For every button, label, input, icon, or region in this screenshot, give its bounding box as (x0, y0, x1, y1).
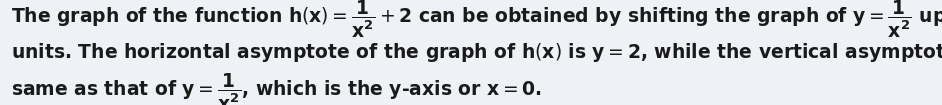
Text: same as that of $\mathbf{y} = \dfrac{\mathbf{1}}{\mathbf{x^2}}$, which is the y-: same as that of $\mathbf{y} = \dfrac{\ma… (11, 72, 542, 105)
Text: units. The horizontal asymptote of the graph of $\mathbf{h}(\mathbf{x})$ is $\ma: units. The horizontal asymptote of the g… (11, 41, 942, 64)
Text: The graph of the function $\mathbf{h}(\mathbf{x}) = \dfrac{\mathbf{1}}{\mathbf{x: The graph of the function $\mathbf{h}(\m… (11, 0, 942, 40)
